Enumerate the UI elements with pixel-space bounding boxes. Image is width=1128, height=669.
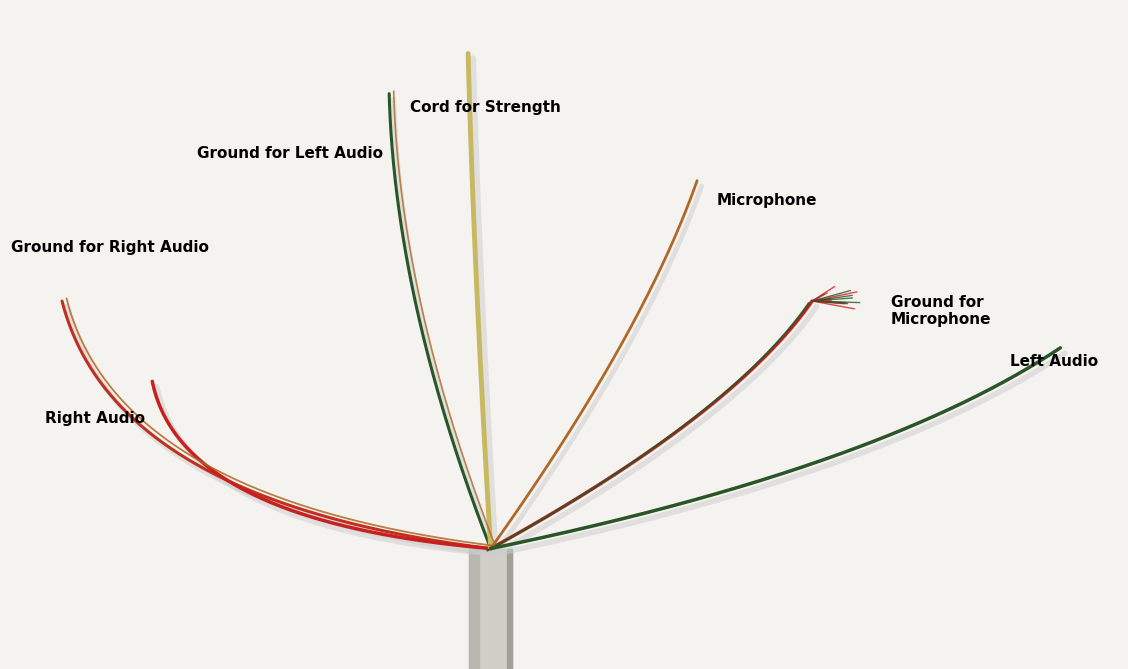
- Text: Ground for Left Audio: Ground for Left Audio: [197, 147, 384, 161]
- Text: Ground for Right Audio: Ground for Right Audio: [11, 240, 209, 255]
- Text: Microphone: Microphone: [716, 193, 817, 208]
- Text: Left Audio: Left Audio: [1010, 354, 1098, 369]
- Text: Cord for Strength: Cord for Strength: [409, 100, 561, 114]
- Bar: [469, 549, 512, 669]
- Text: Ground for
Microphone: Ground for Microphone: [891, 295, 992, 327]
- Bar: [506, 549, 512, 669]
- Bar: [469, 549, 478, 669]
- Text: Right Audio: Right Audio: [45, 411, 146, 425]
